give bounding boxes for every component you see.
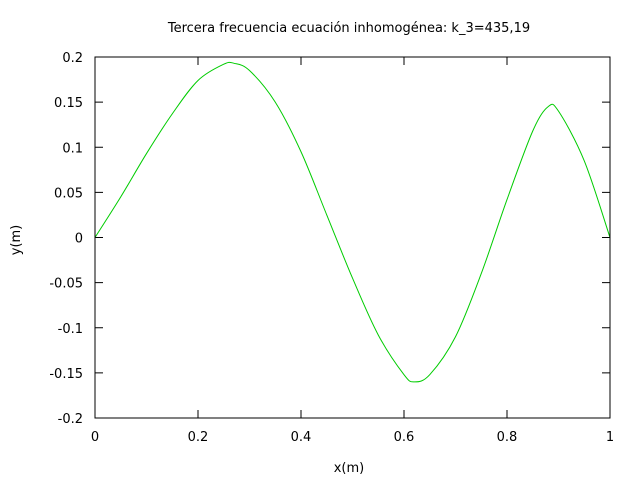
x-tick-label: 0	[91, 430, 99, 445]
y-tick-label: 0	[75, 232, 83, 247]
y-tick-label: -0.15	[49, 367, 83, 382]
x-tick-label: 0.8	[497, 430, 518, 445]
y-tick-label: 0.2	[62, 51, 83, 66]
y-tick-label: 0.05	[54, 186, 83, 201]
y-tick-label: 0.1	[62, 141, 83, 156]
series-line	[94, 61, 611, 383]
x-tick-label: 1	[606, 430, 614, 445]
plot-frame	[94, 56, 611, 419]
tick-labels: 0 0.2 0.4 0.6 0.8 1 -0.2 -0.15 -0.1 -0.05 0 0.05 0.1…	[49, 51, 614, 445]
y-tick-label: -0.05	[49, 277, 83, 292]
y-tick-label: -0.2	[58, 412, 83, 427]
y-tick-label: 0.15	[54, 96, 83, 111]
x-axis-label: x(m)	[334, 461, 365, 476]
chart-title: Tercera frecuencia ecuación inhomogénea:…	[167, 21, 530, 36]
x-tick-label: 0.4	[291, 430, 312, 445]
x-tick-label: 0.6	[394, 430, 415, 445]
y-axis-label: y(m)	[9, 225, 24, 256]
axis-ticks	[94, 56, 611, 419]
y-tick-label: -0.1	[58, 322, 83, 337]
x-tick-label: 0.2	[188, 430, 209, 445]
